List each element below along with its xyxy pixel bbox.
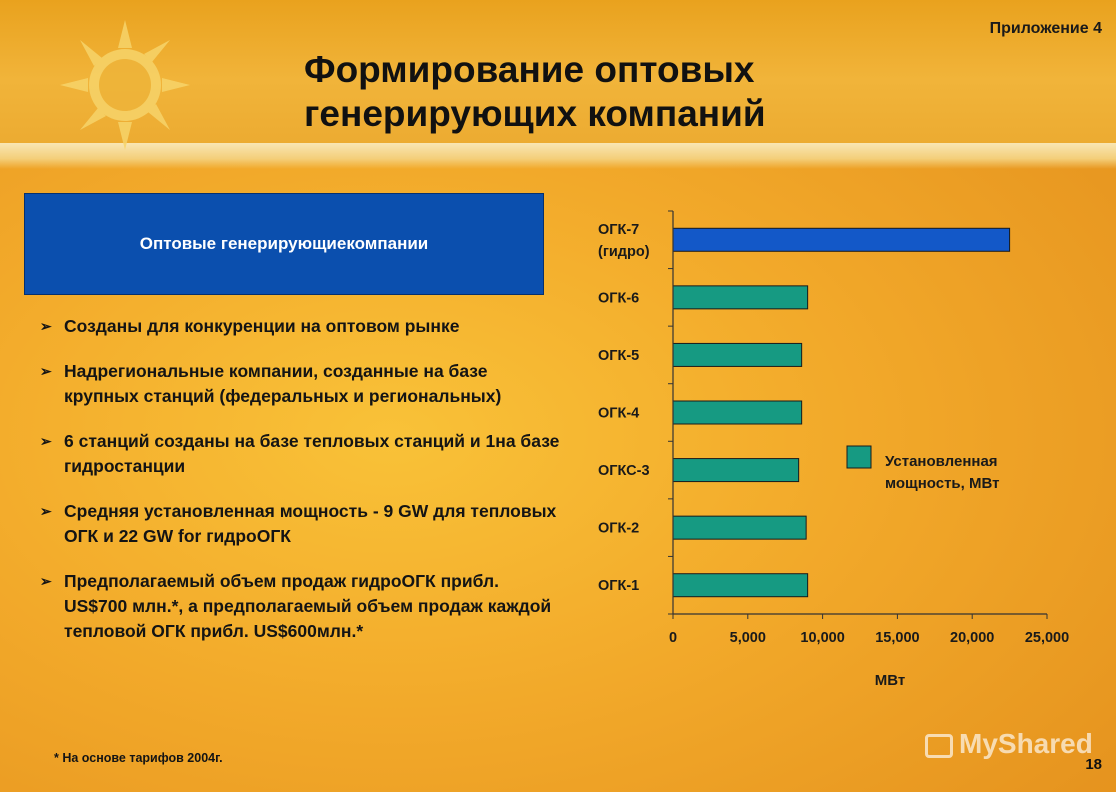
title-line-2: генерирующих компаний [304, 93, 766, 134]
section-title-box: Оптовые генерирующиекомпании [24, 193, 544, 295]
category-label: ОГК-4 [598, 406, 639, 422]
category-label-line: ОГК-1 [598, 578, 639, 594]
list-item: ➢ Надрегиональные компании, созданные на … [40, 359, 560, 409]
bullet-text: Созданы для конкуренции на оптовом рынке [64, 316, 460, 336]
legend-label: мощность, МВт [885, 475, 999, 492]
arrow-bullet-icon: ➢ [40, 503, 52, 519]
category-label: ОГК-6 [598, 290, 639, 306]
chart-bar [672, 285, 809, 310]
bullet-text: Предполагаемый объем продаж гидроОГК при… [64, 571, 552, 641]
chart-bars [672, 227, 1011, 598]
chart-bar [672, 458, 800, 483]
chart-axes [668, 210, 1048, 619]
chart-legend: Установленная мощность, МВт [846, 445, 999, 492]
category-label-line: ОГК-5 [598, 348, 639, 364]
category-label: ОГК-7 (гидро) [598, 222, 650, 260]
footnote: * На основе тарифов 2004г. [54, 751, 223, 765]
chart-bar [672, 342, 803, 367]
header-divider [0, 143, 1116, 169]
chart-x-tick-labels: 0 5,000 10,000 15,000 20,000 25,000 [669, 630, 1069, 646]
category-label-line: ОГК-2 [598, 521, 639, 537]
list-item: ➢ Средняя установленная мощность - 9 GW д… [40, 499, 560, 549]
category-label-line: ОГК-6 [598, 290, 639, 306]
arrow-bullet-icon: ➢ [40, 573, 52, 589]
x-tick-label: 5,000 [730, 630, 766, 646]
chart-bar [672, 400, 803, 425]
category-label-line: (гидро) [598, 244, 650, 260]
category-label-line: ОГК-4 [598, 406, 639, 422]
appendix-label: Приложение 4 [989, 20, 1102, 37]
section-title-label: Оптовые генерирующиекомпании [139, 234, 429, 253]
legend-label: Установленная [885, 453, 998, 470]
header-band [0, 0, 1116, 145]
bullet-text: Надрегиональные компании, созданные на б… [64, 361, 502, 406]
title-line-1: Формирование оптовых [304, 49, 755, 90]
x-tick-label: 20,000 [950, 630, 994, 646]
chart-bar [672, 515, 807, 540]
presentation-board-icon [925, 733, 953, 758]
x-tick-label: 25,000 [1025, 630, 1069, 646]
bar-chart: ОГК-7 (гидро) ОГК-6 ОГК-5 ОГК-4 ОГКС-3 ОГК-2 ОГ… [598, 210, 1069, 689]
chart-bar [672, 573, 809, 598]
legend-swatch [846, 445, 872, 469]
bullet-text: 6 станций созданы на базе тепловых станц… [64, 431, 560, 476]
category-label: ОГК-2 [598, 521, 639, 537]
watermark: MyShared [925, 728, 1093, 760]
arrow-bullet-icon: ➢ [40, 318, 52, 334]
list-item: ➢ 6 станций созданы на базе тепловых стан… [40, 429, 560, 479]
page-title: Формирование оптовых генерирующих компан… [304, 48, 944, 136]
x-tick-label: 0 [669, 630, 677, 646]
chart-category-labels: ОГК-7 (гидро) ОГК-6 ОГК-5 ОГК-4 ОГКС-3 ОГК-2 ОГ… [598, 222, 650, 594]
x-tick-label: 10,000 [800, 630, 844, 646]
category-label: ОГК-1 [598, 578, 639, 594]
page-number: 18 [1085, 756, 1102, 773]
arrow-bullet-icon: ➢ [40, 433, 52, 449]
arrow-bullet-icon: ➢ [40, 363, 52, 379]
list-item: ➢ Созданы для конкуренции на оптовом рынк… [40, 314, 560, 339]
x-axis-title: МВт [875, 672, 905, 689]
chart-bar [672, 227, 1011, 252]
category-label: ОГК-5 [598, 348, 639, 364]
category-label-line: ОГК-7 [598, 222, 639, 238]
bullet-text: Средняя установленная мощность - 9 GW дл… [64, 501, 557, 546]
watermark-text: MyShared [959, 728, 1093, 759]
category-label-line: ОГКС-3 [598, 463, 650, 479]
x-tick-label: 15,000 [875, 630, 919, 646]
category-label: ОГКС-3 [598, 463, 650, 479]
bullet-list: ➢ Созданы для конкуренции на оптовом рынк… [40, 314, 560, 664]
sun-logo-icon [60, 20, 190, 150]
list-item: ➢ Предполагаемый объем продаж гидроОГК пр… [40, 569, 560, 644]
